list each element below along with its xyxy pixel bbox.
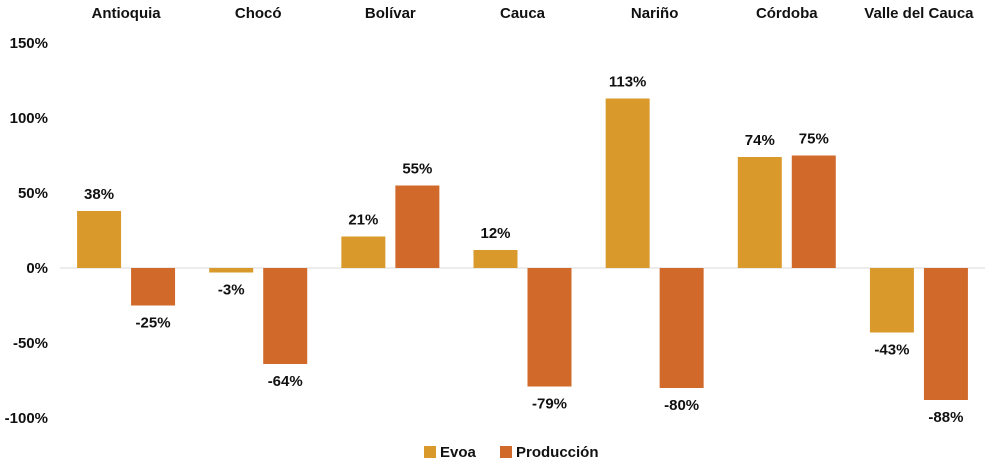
bar-produccion xyxy=(395,185,440,268)
bar-produccion xyxy=(791,155,836,268)
legend: Evoa Producción xyxy=(424,444,599,461)
bar-evoa xyxy=(209,268,254,273)
bar-produccion xyxy=(263,268,308,364)
data-label: -43% xyxy=(874,342,909,359)
data-label: -79% xyxy=(532,396,567,413)
data-label: -80% xyxy=(664,397,699,414)
category-labels: Antioquia Chocó Bolívar Cauca Nariño Córdoba V… xyxy=(91,5,974,22)
bar-produccion xyxy=(131,268,176,306)
bar-evoa xyxy=(341,236,386,268)
category-label: Bolívar xyxy=(365,5,416,22)
legend-swatch xyxy=(500,446,512,458)
data-label: -25% xyxy=(136,315,171,332)
data-label: 74% xyxy=(745,132,775,149)
data-label: 21% xyxy=(348,212,378,229)
y-tick-label: 0% xyxy=(26,260,48,277)
bar-evoa xyxy=(473,250,518,268)
data-label: 55% xyxy=(402,161,432,178)
legend-swatch xyxy=(424,446,436,458)
y-tick-label: -50% xyxy=(13,335,48,352)
data-label: 12% xyxy=(480,225,510,242)
data-labels: 38% -25% -3% -64% 21% 55% 12% -79% 113% -80% 74% 75… xyxy=(84,74,963,427)
legend-label: Producción xyxy=(516,444,599,461)
data-label: 75% xyxy=(799,131,829,148)
bar-evoa xyxy=(605,98,650,268)
y-tick-label: 100% xyxy=(10,110,48,127)
category-label: Valle del Cauca xyxy=(864,5,974,22)
legend-label: Evoa xyxy=(440,444,477,461)
data-label: 113% xyxy=(609,74,647,91)
data-label: -88% xyxy=(928,409,963,426)
y-tick-label: -100% xyxy=(5,410,48,427)
bar-produccion xyxy=(659,268,704,388)
y-tick-label: 50% xyxy=(18,185,48,202)
bar-evoa xyxy=(869,268,914,333)
category-label: Chocó xyxy=(235,5,282,22)
category-label: Antioquia xyxy=(91,5,161,22)
data-label: 38% xyxy=(84,186,114,203)
data-label: -64% xyxy=(268,373,303,390)
bar-evoa xyxy=(737,157,782,268)
bar-produccion xyxy=(527,268,572,387)
bar-evoa xyxy=(77,211,122,268)
data-label: -3% xyxy=(218,282,245,299)
category-label: Cauca xyxy=(500,5,546,22)
y-axis: 150% 100% 50% 0% -50% -100% xyxy=(5,35,48,427)
y-tick-label: 150% xyxy=(10,35,48,52)
bar-produccion xyxy=(923,268,968,400)
bars xyxy=(77,98,968,400)
category-label: Nariño xyxy=(631,5,679,22)
category-label: Córdoba xyxy=(756,5,818,22)
